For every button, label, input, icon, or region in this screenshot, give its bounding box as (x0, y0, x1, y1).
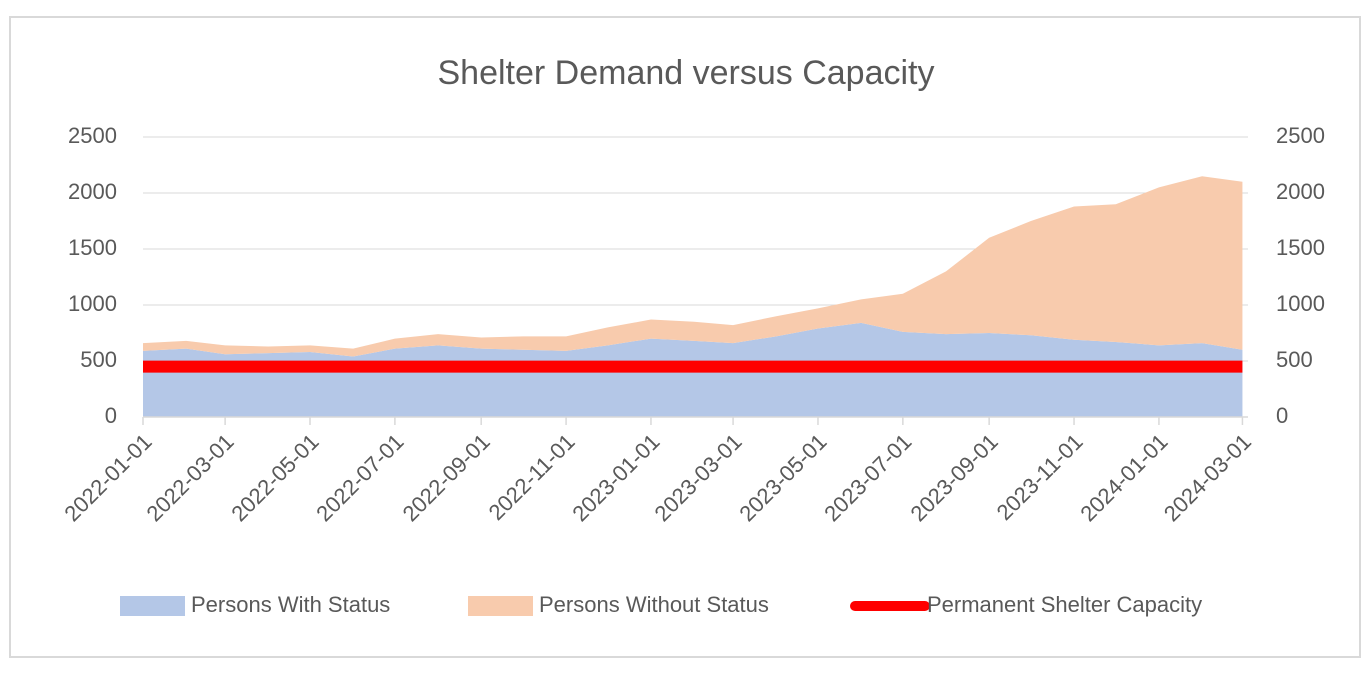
y2-tick-label: 500 (1276, 347, 1313, 372)
y2-tick-label: 2000 (1276, 179, 1325, 204)
chart-title: Shelter Demand versus Capacity (437, 54, 934, 92)
y2-tick-label: 2500 (1276, 123, 1325, 148)
y-tick-label: 500 (80, 347, 117, 372)
y-tick-label: 1500 (68, 235, 117, 260)
legend-label: Persons Without Status (539, 592, 769, 617)
legend-label: Permanent Shelter Capacity (927, 592, 1202, 617)
y-tick-label: 1000 (68, 291, 117, 316)
y-tick-label: 0 (105, 403, 117, 428)
area (143, 176, 1243, 357)
y-tick-label: 2500 (68, 123, 117, 148)
legend-swatch (468, 596, 533, 616)
y2-tick-label: 1500 (1276, 235, 1325, 260)
y2-tick-label: 1000 (1276, 291, 1325, 316)
legend-label: Persons With Status (191, 592, 390, 617)
y2-tick-label: 0 (1276, 403, 1288, 428)
legend-swatch (120, 596, 185, 616)
y-tick-label: 2000 (68, 179, 117, 204)
